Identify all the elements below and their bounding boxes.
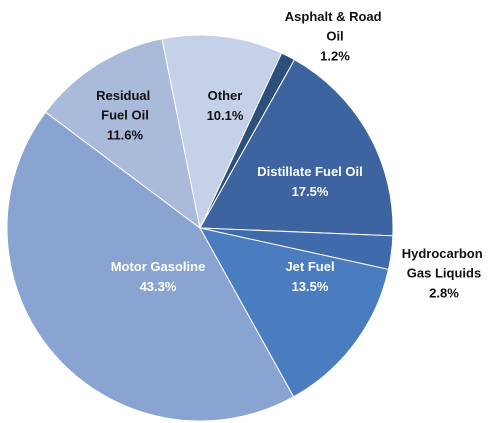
slice-label: Hydrocarbon Gas Liquids <box>402 246 487 281</box>
slice-label: Asphalt & Road Oil <box>285 9 385 44</box>
label-line: Hydrocarbon <box>402 246 487 261</box>
slice-label: Residual Fuel Oil <box>96 88 154 123</box>
label-line: Motor Gasoline <box>111 259 206 274</box>
slice-label: Jet Fuel <box>285 259 334 274</box>
pie-slice <box>44 38 201 230</box>
label-line: Distillate Fuel Oil <box>257 164 362 179</box>
label-line: Residual <box>96 88 154 103</box>
value-label: 43.3% <box>140 279 177 294</box>
pie-slice <box>199 227 390 398</box>
label-line: Other <box>208 88 243 103</box>
label-line: Asphalt & Road <box>285 9 385 24</box>
value-label: 13.5% <box>292 279 329 294</box>
value-label: 2.8% <box>429 285 459 300</box>
slice-label: Motor Gasoline <box>111 259 206 274</box>
value-label: 11.6% <box>107 127 144 142</box>
pie-slice <box>6 111 295 422</box>
label-line: Fuel Oil <box>101 108 149 123</box>
value-label: 10.1% <box>207 108 244 123</box>
pie-slice <box>199 59 394 237</box>
label-line: Gas Liquids <box>407 266 481 281</box>
slice-label: Distillate Fuel Oil <box>257 164 362 179</box>
value-label: 17.5% <box>292 184 329 199</box>
label-line: Oil <box>326 29 343 44</box>
value-label: 1.2% <box>320 48 350 63</box>
label-line: Jet Fuel <box>285 259 334 274</box>
pie-slice <box>161 34 283 230</box>
slice-label: Other <box>208 88 243 103</box>
